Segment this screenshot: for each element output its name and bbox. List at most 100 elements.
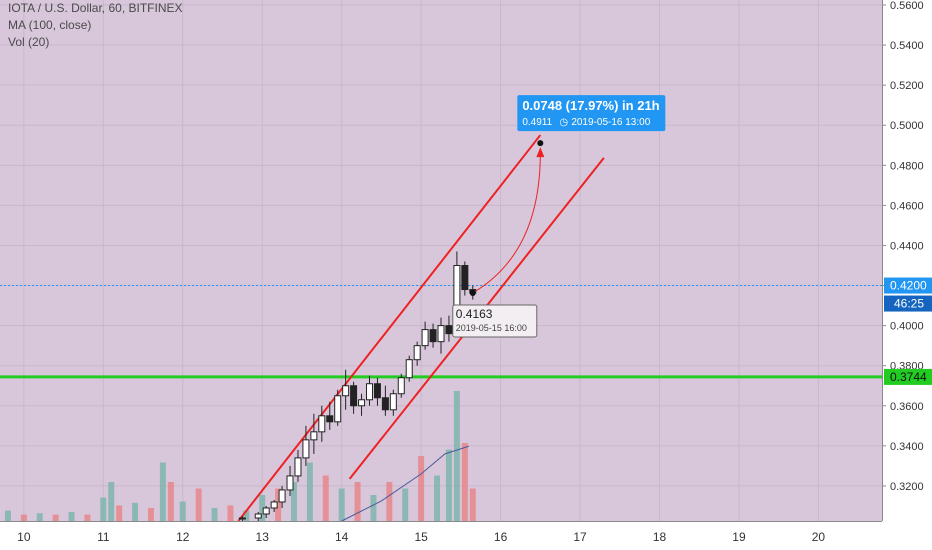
price-tick-label: 0.4000 [890, 321, 924, 333]
indicator-volume[interactable]: Vol (20) [8, 35, 50, 49]
volume-bar [52, 514, 59, 521]
volume-bars [4, 391, 476, 521]
volume-bar [322, 475, 329, 521]
price-tick-label: 0.3600 [890, 401, 924, 413]
candle-body [238, 517, 246, 520]
time-tick-label: 13 [256, 530, 270, 544]
chart-legend: IOTA / U.S. Dollar, 60, BITFINEX MA (100… [8, 0, 183, 51]
time-axis[interactable]: 10 11 12 13 14 15 16 17 18 19 20 [0, 521, 882, 550]
candle-body [334, 395, 342, 423]
volume-bar [469, 488, 476, 521]
candle-body [437, 325, 445, 343]
price-tick-label: 0.3400 [890, 441, 924, 453]
countdown-timer: 46:25 [894, 297, 924, 311]
volume-bar [36, 513, 43, 521]
last-price-label: 0.4200 46:25 [884, 277, 932, 312]
time-tick-label: 10 [17, 530, 31, 544]
candle-body [318, 415, 326, 433]
time-tick-label: 12 [176, 530, 190, 544]
time-tick-label: 14 [335, 530, 349, 544]
candle-body [405, 359, 413, 379]
volume-bar [100, 497, 107, 521]
volume-bar [338, 488, 345, 521]
volume-bar [211, 508, 218, 521]
volume-bar [386, 482, 393, 521]
candle-body [342, 385, 350, 397]
volume-bar [84, 514, 91, 521]
volume-bar [402, 488, 409, 521]
time-tick-label: 16 [494, 530, 508, 544]
price-tick-label: 0.4600 [890, 200, 924, 212]
clock-icon: ◷ [559, 117, 568, 128]
candle-body [445, 325, 453, 335]
candle-body [381, 397, 389, 411]
support-level-value: 0.3744 [890, 370, 927, 384]
price-axis-ticks: 0.5600 0.5400 0.5200 0.5000 0.4800 0.4600 0.44… [882, 0, 924, 493]
start-tooltip-price: 0.4163 [456, 307, 493, 321]
candle-body [310, 431, 318, 441]
time-axis-background [0, 521, 882, 550]
candle-body [350, 385, 358, 407]
time-tick-label: 15 [414, 530, 428, 544]
indicator-ma[interactable]: MA (100, close) [8, 18, 92, 32]
time-axis-ticks: 10 11 12 13 14 15 16 17 18 19 20 [17, 530, 825, 544]
candle-body [262, 507, 270, 515]
price-tick-label: 0.5400 [890, 40, 924, 52]
candle-body [294, 457, 302, 477]
volume-bar [370, 495, 377, 521]
projection-arrow[interactable] [472, 153, 541, 294]
candle-body [461, 265, 469, 291]
symbol-title[interactable]: IOTA / U.S. Dollar, 60, BITFINEX [8, 1, 183, 15]
price-tick-label: 0.3200 [890, 481, 924, 493]
candle-body [389, 393, 397, 411]
candle-body [358, 399, 366, 407]
volume-bar [179, 501, 186, 521]
volume-bar [275, 488, 282, 521]
candle-body [278, 489, 286, 503]
candle-body [326, 415, 334, 423]
volume-bar [167, 482, 174, 521]
volume-bar [108, 482, 115, 521]
volume-bar [434, 475, 441, 521]
volume-bar [4, 510, 11, 521]
volume-bar [306, 462, 313, 521]
measure-badge-price: 0.4911 [522, 117, 552, 128]
moving-average-line [341, 445, 469, 522]
price-tick-label: 0.5600 [890, 0, 924, 12]
channel-upper-line[interactable] [237, 134, 542, 522]
projection-arrowhead [536, 147, 545, 158]
volume-bar [354, 482, 361, 521]
volume-bar [243, 510, 250, 521]
volume-bar [132, 502, 139, 521]
volume-bar [195, 488, 202, 521]
candle-body [413, 345, 421, 361]
projection-end-point[interactable] [537, 140, 544, 147]
candle-body [373, 383, 381, 399]
volume-bar [116, 505, 123, 521]
volume-bar [259, 495, 266, 521]
candle-body [286, 475, 294, 491]
measure-badge: 0.0748 (17.97%) in 21h 0.4911 ◷ 2019-05-… [517, 95, 666, 132]
candle-body [429, 329, 437, 343]
price-tick-label: 0.5200 [890, 80, 924, 92]
candle-body [270, 501, 278, 509]
candle-body [421, 329, 429, 347]
candle-body [397, 377, 405, 395]
projection-start-point[interactable] [469, 289, 476, 296]
last-price-value: 0.4200 [890, 279, 927, 293]
volume-bar [291, 482, 297, 521]
price-axis[interactable]: 0.5600 0.5400 0.5200 0.5000 0.4800 0.4600 0.44… [882, 0, 932, 550]
volume-bar [445, 449, 452, 521]
price-tick-label: 0.5000 [890, 120, 924, 132]
volume-bar [418, 456, 425, 521]
time-tick-label: 17 [573, 530, 587, 544]
candle-body [254, 513, 262, 519]
price-axis-background [882, 0, 932, 550]
time-tick-label: 11 [97, 530, 110, 544]
volume-bar [68, 511, 75, 521]
measure-badge-change: 0.0748 (17.97%) in 21h [522, 98, 659, 113]
time-tick-label: 18 [653, 530, 667, 544]
price-tick-label: 0.4800 [890, 160, 924, 172]
price-tick-label: 0.4400 [890, 240, 924, 252]
